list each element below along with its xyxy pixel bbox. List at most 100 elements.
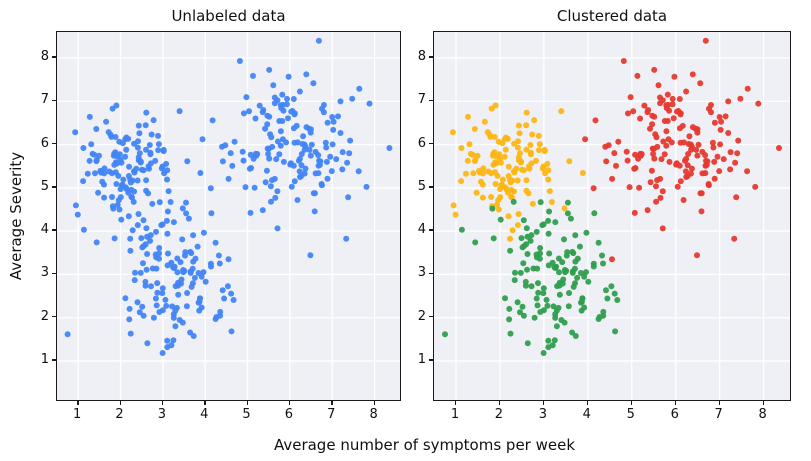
data-point (549, 342, 556, 349)
data-point (711, 175, 718, 182)
data-point (523, 225, 530, 232)
data-point (688, 165, 695, 172)
x-tick-label: 5 (242, 407, 251, 422)
data-point (125, 213, 132, 220)
data-point (274, 188, 281, 195)
data-point (298, 173, 305, 180)
data-point (524, 340, 531, 347)
data-point (150, 117, 157, 124)
y-tick-label: 7 (417, 92, 426, 108)
data-point (682, 168, 689, 175)
data-point (658, 156, 665, 163)
data-point (488, 194, 495, 200)
y-tick-label: 2 (417, 308, 426, 324)
data-point (519, 303, 526, 310)
data-point (288, 108, 295, 115)
data-point (187, 268, 194, 275)
subplot-unlabeled-data: Unlabeled data 1 2 3 4 5 6 7 8 1 2 3 4 5 6 7 8 (41, 0, 401, 461)
data-point (131, 277, 138, 284)
data-point (140, 260, 146, 267)
data-point (183, 303, 190, 310)
data-point (156, 255, 162, 262)
data-point (279, 118, 286, 124)
x-tick-mark (288, 401, 291, 405)
data-point (479, 194, 486, 201)
data-point (520, 217, 527, 224)
data-point (236, 58, 243, 64)
data-point (526, 163, 532, 170)
data-point (126, 163, 133, 170)
data-point (179, 236, 186, 243)
data-point (654, 177, 661, 184)
data-point (130, 198, 137, 205)
data-point (710, 144, 717, 151)
data-point (648, 167, 655, 174)
data-point (200, 229, 207, 236)
scatter-plot-unlabeled (56, 31, 401, 401)
y-tick-mark (429, 316, 433, 318)
data-point (657, 100, 664, 107)
data-point (263, 167, 270, 174)
data-point (733, 194, 740, 201)
x-tick-mark (119, 401, 121, 405)
data-point (583, 269, 589, 276)
data-point (632, 165, 639, 171)
data-point (695, 141, 702, 148)
data-point (324, 175, 331, 182)
data-point (337, 98, 344, 105)
data-point (508, 193, 515, 200)
data-point (120, 176, 127, 183)
data-point (545, 230, 552, 237)
data-point (231, 138, 238, 145)
x-tick-label: 8 (369, 407, 378, 422)
data-point (177, 259, 184, 266)
data-point (523, 187, 530, 194)
data-point (583, 229, 590, 236)
data-point (591, 210, 598, 217)
data-point (564, 210, 571, 217)
data-point (449, 129, 456, 136)
data-point (595, 316, 602, 322)
x-tick-mark (674, 401, 677, 405)
data-point (510, 198, 517, 205)
data-point (126, 305, 133, 312)
data-point (225, 175, 232, 182)
x-tick-label: 2 (115, 407, 124, 422)
data-point (546, 250, 553, 257)
data-point (489, 205, 496, 212)
data-point (202, 278, 209, 285)
data-point (216, 260, 223, 267)
data-point (651, 66, 658, 73)
data-point (458, 226, 465, 233)
x-tick-mark (161, 401, 164, 405)
data-point (306, 146, 313, 153)
y-tick-mark (52, 272, 56, 275)
data-point (752, 183, 759, 190)
data-point (536, 255, 543, 262)
data-point (665, 101, 672, 108)
data-point (97, 167, 104, 174)
data-point (84, 170, 91, 177)
data-point (651, 145, 657, 152)
data-point (574, 274, 581, 281)
data-point (464, 157, 471, 164)
data-point (284, 95, 290, 102)
data-point (199, 136, 206, 143)
x-tick-mark (204, 401, 206, 405)
data-point (170, 265, 177, 271)
data-point (138, 166, 145, 173)
data-point (164, 208, 171, 215)
data-point (134, 222, 141, 229)
data-point (208, 263, 214, 270)
data-point (663, 128, 670, 135)
data-point (488, 105, 495, 112)
data-point (95, 189, 102, 196)
data-point (524, 266, 530, 273)
data-point (537, 245, 544, 251)
data-point (511, 188, 517, 195)
data-point (146, 142, 153, 148)
subplot-title-clustered: Clustered data (556, 7, 668, 25)
data-point (731, 235, 738, 242)
data-point (718, 118, 725, 125)
data-point (307, 152, 314, 159)
